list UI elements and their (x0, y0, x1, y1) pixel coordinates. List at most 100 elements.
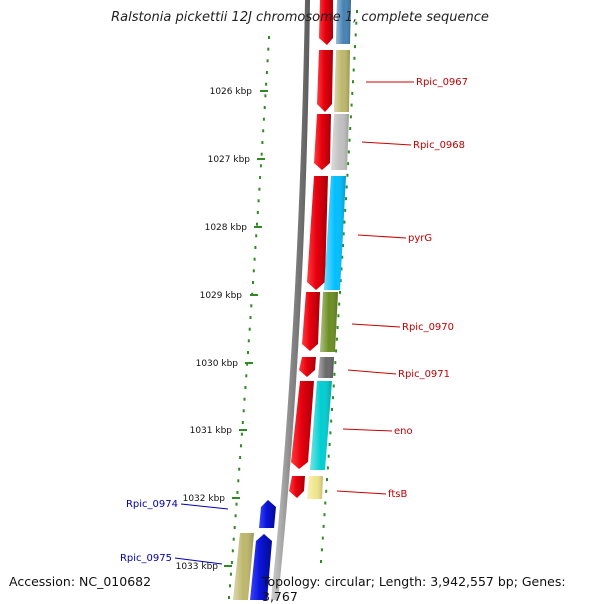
gene-arrow[interactable] (291, 381, 314, 469)
track-dot (259, 164, 262, 168)
track-dot (326, 466, 329, 470)
track-dot (245, 374, 248, 378)
track-dot (331, 396, 334, 400)
kbp-tick-label: 1030 kbp (196, 359, 239, 369)
kbp-tick-dots (228, 36, 270, 599)
map-title: Ralstonia pickettii 12J chromosome 1, co… (111, 10, 489, 25)
track-dot (260, 152, 263, 156)
track-dot (265, 82, 268, 86)
track-dot (229, 572, 232, 576)
track-dot (257, 199, 260, 203)
track-dot (351, 91, 354, 95)
track-dot (235, 502, 238, 506)
gene-arrow[interactable] (259, 500, 276, 528)
track-dot (264, 94, 267, 98)
gene-label[interactable]: ftsB (388, 489, 407, 500)
accession-label: Accession: NC_010682 (9, 574, 152, 589)
track-dot (353, 56, 356, 60)
track-dot (322, 524, 325, 528)
track-dot (268, 36, 270, 39)
gene-arrow[interactable] (314, 114, 331, 170)
gene-arrow[interactable] (302, 292, 320, 351)
track-dot (252, 269, 255, 273)
gene-position-dots (320, 10, 358, 563)
track-dot (329, 431, 332, 435)
track-dot (340, 267, 343, 271)
track-dot (244, 386, 247, 389)
track-dot (231, 549, 234, 553)
track-dot (356, 10, 358, 13)
track-dot (265, 71, 268, 74)
gene-label-connectors (174, 81, 414, 565)
track-dot (347, 150, 350, 154)
gene-label[interactable]: Rpic_0975 (120, 553, 172, 564)
reverse-strand-arrows (233, 500, 276, 600)
track-dot (232, 537, 235, 541)
track-dot (252, 281, 254, 284)
gene-label[interactable]: Rpic_0971 (398, 369, 450, 380)
track-dot (262, 129, 265, 133)
track-dot (331, 407, 333, 411)
track-dot (324, 501, 327, 505)
track-dot (352, 68, 355, 72)
gene-label[interactable]: Rpic_0967 (416, 77, 468, 88)
track-dot (339, 279, 342, 283)
gene-label[interactable]: Rpic_0974 (126, 499, 178, 510)
track-dot (243, 397, 246, 401)
track-dot (325, 489, 328, 493)
track-dot (347, 162, 350, 166)
track-dot (238, 467, 241, 471)
track-dot (354, 45, 356, 49)
track-dot (344, 208, 347, 212)
gene-function-bars (307, 0, 351, 499)
track-dot (254, 246, 257, 249)
gene-label[interactable]: Rpic_0968 (413, 140, 465, 151)
gene-arrow[interactable] (299, 357, 316, 377)
track-dot (253, 257, 256, 261)
track-dot (341, 255, 344, 259)
kbp-tick-label: 1033 kbp (176, 562, 219, 572)
kbp-tick-label: 1031 kbp (190, 426, 233, 436)
track-dot (256, 211, 259, 214)
track-dot (338, 302, 341, 306)
gene-label[interactable]: pyrG (408, 233, 432, 244)
track-dot (342, 232, 345, 236)
track-dot (249, 316, 252, 319)
track-dot (228, 596, 230, 599)
gene-label[interactable]: Rpic_0970 (402, 322, 454, 333)
track-dot (239, 456, 242, 459)
track-dot (262, 117, 265, 121)
gene-arrow[interactable] (289, 476, 305, 498)
chromosome-backbone (271, 0, 310, 600)
track-dot (328, 443, 331, 446)
gene-arrow[interactable] (317, 50, 333, 112)
track-dot (247, 339, 250, 343)
track-dot (326, 478, 328, 482)
track-dot (349, 115, 352, 119)
gene-arrow[interactable] (319, 0, 333, 45)
track-dot (233, 526, 236, 529)
track-dot (234, 514, 237, 518)
gene-label[interactable]: eno (394, 426, 413, 437)
track-dot (355, 21, 358, 25)
track-dot (336, 326, 339, 329)
gene-arrow[interactable] (250, 534, 272, 600)
track-dot (346, 173, 349, 177)
track-dot (240, 432, 243, 436)
track-dot (229, 584, 231, 588)
track-dot (259, 176, 262, 179)
track-dot (267, 47, 270, 51)
track-dot (258, 187, 261, 191)
track-dot (237, 479, 240, 483)
track-dot (321, 536, 324, 540)
track-dot (250, 304, 253, 308)
track-dot (334, 361, 337, 365)
track-dot (256, 222, 258, 226)
track-dot (266, 59, 269, 63)
track-dot (352, 80, 354, 84)
track-dot (236, 491, 239, 494)
track-dot (335, 337, 338, 341)
track-dot (261, 141, 264, 144)
gene-arrow[interactable] (307, 176, 328, 290)
